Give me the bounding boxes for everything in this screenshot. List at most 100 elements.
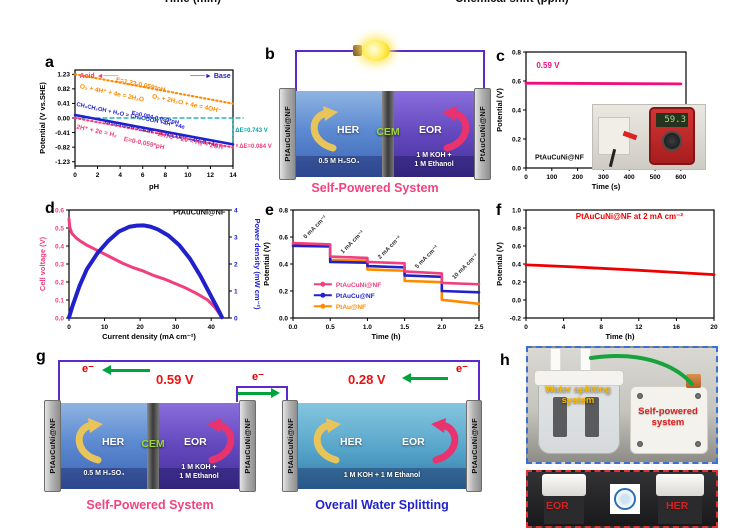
svg-text:20: 20 <box>710 324 718 331</box>
svg-text:0: 0 <box>67 324 71 331</box>
electron-flow-arrow-right-icon <box>402 373 448 382</box>
electrolyte-compartment <box>298 403 466 489</box>
two-compartment-cell: PtAuCuNi@NF PtAuCuNi@NF HER CEM EOR 0.5 … <box>279 88 491 180</box>
svg-text:2.0: 2.0 <box>437 324 446 331</box>
panel-letter-h: h <box>500 352 510 369</box>
svg-text:0.4: 0.4 <box>512 107 521 114</box>
electron-flow-arrow-middle-icon <box>238 388 280 397</box>
svg-text:12: 12 <box>207 172 215 179</box>
svg-text:8: 8 <box>163 172 167 179</box>
rate-steps-chart: 0.0 0.5 1.0 1.5 2.0 2.5 0.0 0.2 0.4 0.6 0.8 Time (h… <box>262 207 484 341</box>
panel-letter-b: b <box>265 46 275 63</box>
svg-text:400: 400 <box>624 174 635 181</box>
alkaline-line2: 1 M Ethanol <box>179 472 219 480</box>
electrode-right: PtAuCuNi@NF <box>466 400 482 492</box>
svg-text:500: 500 <box>650 174 661 181</box>
svg-text:14: 14 <box>229 172 237 179</box>
svg-text:Cell voltage (V): Cell voltage (V) <box>38 236 47 291</box>
svg-text:0.8: 0.8 <box>512 49 521 56</box>
svg-text:0: 0 <box>234 315 238 322</box>
her-label: HER <box>340 436 363 448</box>
svg-text:2: 2 <box>234 261 238 268</box>
alkaline-compartment <box>159 403 239 489</box>
electrode-label: PtAuCuNi@NF <box>243 418 252 474</box>
panel-letter-f: f <box>496 202 502 219</box>
electrode-label: PtAuCuNi@NF <box>478 106 487 162</box>
svg-text:0.5: 0.5 <box>326 324 335 331</box>
electron-label-right: e⁻ <box>456 363 468 375</box>
self-powered-cell: PtAuCuNi@NF PtAuCuNi@NF HER CEM EOR 0.5 … <box>44 400 256 492</box>
svg-text:PtAuCu@NF: PtAuCu@NF <box>336 293 375 300</box>
electrode-left: PtAuCuNi@NF <box>282 400 298 492</box>
green-wire-icon <box>589 354 694 386</box>
screw <box>637 393 643 399</box>
svg-text:1 mA cm⁻²: 1 mA cm⁻² <box>339 229 365 255</box>
svg-text:600: 600 <box>675 174 686 181</box>
panel-b-self-powered-schematic: b PtAuCuNi@NF PtAuCuNi@NF HER CEM EOR <box>259 38 491 196</box>
her-label: HER <box>337 124 360 136</box>
panel-e-step-discharge-chart: e 0.0 0.5 1.0 1.5 2.0 2.5 0.0 0.2 0.4 0.6 0.8 Time … <box>259 196 491 344</box>
eor-label: EOR <box>402 436 425 448</box>
svg-text:10 mA cm⁻²: 10 mA cm⁻² <box>451 252 479 280</box>
svg-text:0.0: 0.0 <box>512 297 521 304</box>
eor-curved-arrow-icon <box>207 418 235 464</box>
water-splitting-line1: Water splitting <box>545 384 611 395</box>
svg-text:Time (s): Time (s) <box>592 182 621 191</box>
svg-text:E=0-0.059*pH: E=0-0.059*pH <box>123 136 165 152</box>
panel-f-stability-chart: f 0 4 8 12 16 20 -0.2 0.0 0.2 0.4 0.6 0.8 1.0 Time (h… <box>492 196 728 344</box>
svg-text:0.6: 0.6 <box>512 243 521 250</box>
long-term-stability-chart: 0 4 8 12 16 20 -0.2 0.0 0.2 0.4 0.6 0.8 1.0 Time (h) P… <box>495 207 718 341</box>
svg-text:Acid ◄───: Acid ◄─── <box>80 73 119 80</box>
svg-text:Time (h): Time (h) <box>371 332 401 341</box>
her-photo-label: HER <box>666 500 689 512</box>
svg-text:-0.2: -0.2 <box>510 315 522 322</box>
svg-text:Potential (V): Potential (V) <box>495 88 504 132</box>
electron-flow-arrow-left-icon <box>102 365 150 374</box>
svg-text:12: 12 <box>635 324 643 331</box>
svg-text:4: 4 <box>118 172 122 179</box>
svg-text:0.4: 0.4 <box>55 243 64 250</box>
eor-photo-label: EOR <box>546 500 569 512</box>
cation-exchange-membrane <box>147 403 159 489</box>
her-electrode <box>658 496 702 524</box>
self-powered-line2: system <box>651 417 685 428</box>
alkaline-line1: 1 M KOH + <box>416 152 452 159</box>
svg-text:1.0: 1.0 <box>512 207 521 214</box>
svg-text:2: 2 <box>96 172 100 179</box>
cem-label: CEM <box>141 438 165 450</box>
svg-text:PtAu@NF: PtAu@NF <box>336 304 366 311</box>
overall-voltage-label: 0.28 V <box>348 372 386 387</box>
integrated-device-photo: Water splitting system Self-powered syst… <box>526 346 718 464</box>
svg-text:0.8: 0.8 <box>279 207 288 214</box>
self-powered-device-block <box>630 386 708 454</box>
electrode-label: PtAuCuNi@NF <box>283 106 292 162</box>
svg-text:0.41: 0.41 <box>57 101 70 108</box>
electrode-right: PtAuCuNi@NF <box>239 400 256 492</box>
svg-text:0 mA cm⁻²: 0 mA cm⁻² <box>302 214 328 240</box>
svg-text:2 mA cm⁻²: 2 mA cm⁻² <box>377 235 403 261</box>
svg-text:3: 3 <box>234 234 238 241</box>
self-powered-line1: Self-powered <box>638 406 698 417</box>
alkaline-compartment <box>394 91 474 177</box>
svg-text:PtAuCuNi@NF: PtAuCuNi@NF <box>173 208 226 217</box>
logo-ring <box>614 488 636 510</box>
svg-text:0.1: 0.1 <box>55 297 64 304</box>
panel-letter-a: a <box>45 54 54 71</box>
svg-text:1.5: 1.5 <box>400 324 409 331</box>
electrode-label: PtAuCuNi@NF <box>48 418 57 474</box>
svg-text:-0.82: -0.82 <box>55 144 70 151</box>
svg-text:0.2: 0.2 <box>512 136 521 143</box>
svg-text:0: 0 <box>524 174 528 181</box>
electrode-left: PtAuCuNi@NF <box>279 88 296 180</box>
svg-text:4: 4 <box>562 324 566 331</box>
cation-exchange-membrane <box>382 91 394 177</box>
water-splitting-cell: PtAuCuNi@NF PtAuCuNi@NF HER EOR 1 M KOH … <box>282 400 482 492</box>
svg-text:0.2: 0.2 <box>55 279 64 286</box>
immersed-electrode <box>585 397 599 437</box>
her-curved-arrow-icon <box>75 418 103 464</box>
electron-label-left: e⁻ <box>82 363 94 375</box>
svg-text:Potential (V): Potential (V) <box>495 242 504 286</box>
svg-text:O₂ + 2H₂O + 4e = 4OH⁻: O₂ + 2H₂O + 4e = 4OH⁻ <box>151 93 222 115</box>
overall-water-splitting-caption: Overall Water Splitting <box>315 498 449 512</box>
